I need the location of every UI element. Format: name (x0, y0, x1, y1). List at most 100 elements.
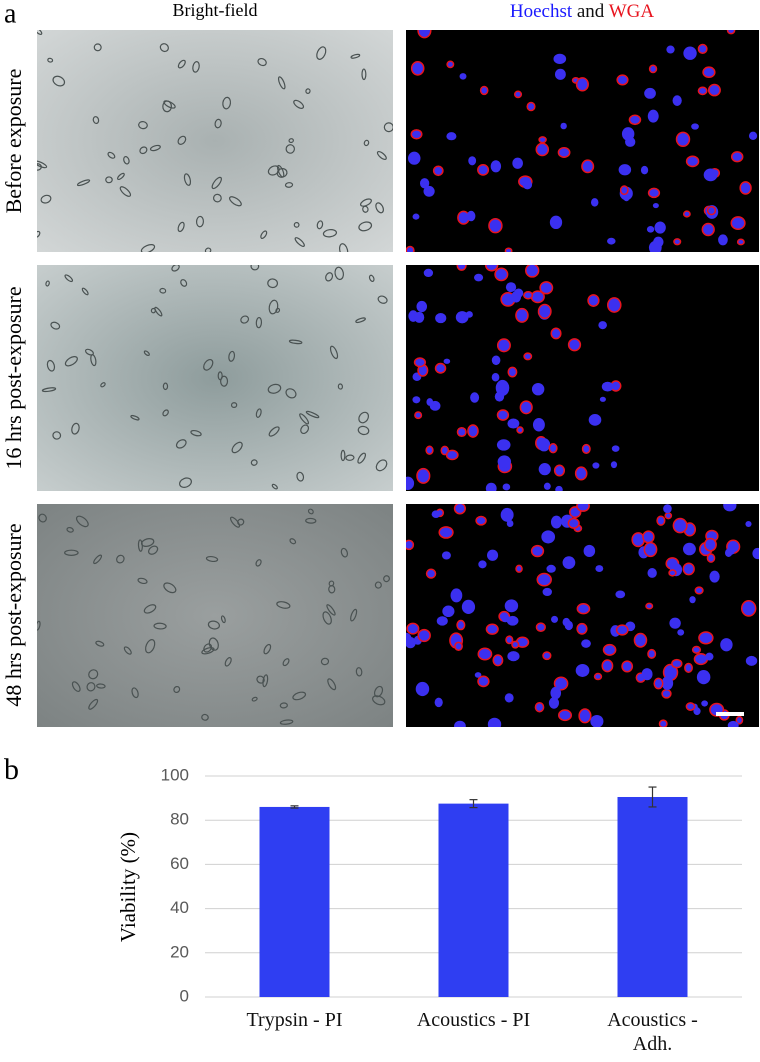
cell (64, 274, 74, 283)
nucleus (549, 215, 563, 230)
nucleus (441, 551, 451, 560)
nucleus (555, 485, 563, 491)
nucleus (532, 418, 545, 432)
nucleus (647, 187, 661, 199)
cell (279, 702, 288, 709)
cell (205, 555, 219, 563)
nucleus (417, 30, 432, 39)
nucleus (669, 617, 681, 629)
nucleus (648, 64, 658, 74)
nucleus (446, 60, 455, 69)
cell (257, 57, 267, 67)
column-header: Bright-field (173, 0, 258, 20)
nucleus (663, 504, 672, 514)
nucleus (515, 307, 529, 323)
cell-group (37, 30, 393, 252)
cell (255, 408, 262, 418)
nucleus (745, 602, 754, 612)
cell (268, 299, 279, 315)
nucleus (406, 245, 415, 252)
nucleus (682, 562, 695, 576)
cell (143, 604, 157, 614)
cell (159, 287, 167, 294)
nucleus (648, 240, 662, 252)
nucleus (675, 131, 691, 147)
cell (76, 179, 91, 187)
nucleus (697, 43, 708, 55)
nucleus (735, 715, 744, 725)
cell (292, 691, 307, 701)
nucleus (646, 226, 655, 233)
cell (163, 100, 176, 109)
cell (255, 559, 262, 567)
nucleus (505, 635, 514, 645)
cell (171, 265, 180, 272)
nucleus (647, 109, 659, 123)
nucleus (697, 86, 708, 96)
cell (375, 202, 384, 214)
cell (37, 30, 43, 35)
cell (268, 426, 280, 437)
nucleus (656, 515, 666, 526)
nucleus (497, 455, 512, 468)
cell (307, 508, 314, 515)
cell (285, 388, 297, 399)
nucleus (537, 303, 552, 319)
nucleus (653, 677, 664, 690)
cell (357, 425, 370, 436)
nucleus (492, 654, 504, 667)
nucleus (434, 362, 447, 374)
cell (207, 620, 221, 630)
nucleus (504, 599, 519, 613)
cell (361, 68, 367, 81)
nucleus (487, 717, 502, 727)
nucleus (484, 265, 499, 272)
cell (368, 274, 375, 282)
cell-group (37, 508, 390, 725)
nucleus (438, 526, 454, 539)
bar (617, 796, 688, 997)
nucleus (574, 466, 588, 481)
nucleus (683, 46, 697, 60)
cell (299, 413, 310, 425)
nucleus (691, 123, 699, 130)
cell (75, 515, 89, 528)
nucleus (551, 615, 559, 623)
nucleus (537, 438, 551, 452)
cell (355, 317, 366, 324)
cell (322, 611, 332, 625)
nucleus (523, 352, 533, 361)
cell (84, 348, 94, 356)
cell (107, 151, 116, 159)
y-tick-label: 0 (180, 986, 189, 1005)
bright-field-image (37, 30, 393, 252)
cell (231, 441, 243, 454)
cell (173, 685, 181, 694)
nucleus (588, 413, 602, 426)
nucleus (491, 373, 500, 382)
cell (105, 176, 113, 184)
nucleus (668, 569, 677, 577)
nucleus (677, 629, 685, 636)
nucleus (536, 572, 552, 587)
nucleus (645, 602, 654, 610)
nucleus (694, 586, 704, 595)
nucleus (553, 676, 569, 691)
cell (288, 339, 303, 345)
cell (237, 518, 245, 526)
nucleus (445, 449, 459, 461)
cell-decoration (37, 30, 759, 727)
nucleus (491, 355, 501, 366)
fluorescence-image (406, 504, 759, 727)
nucleus (513, 90, 523, 99)
error-bar (290, 805, 299, 809)
nucleus (550, 515, 562, 529)
cell (86, 682, 96, 692)
nucleus (590, 714, 604, 727)
row-label: 48 hrs post-exposure (1, 523, 26, 706)
cell (130, 414, 140, 421)
cell (208, 637, 219, 651)
column-header-text: and (577, 1, 605, 22)
